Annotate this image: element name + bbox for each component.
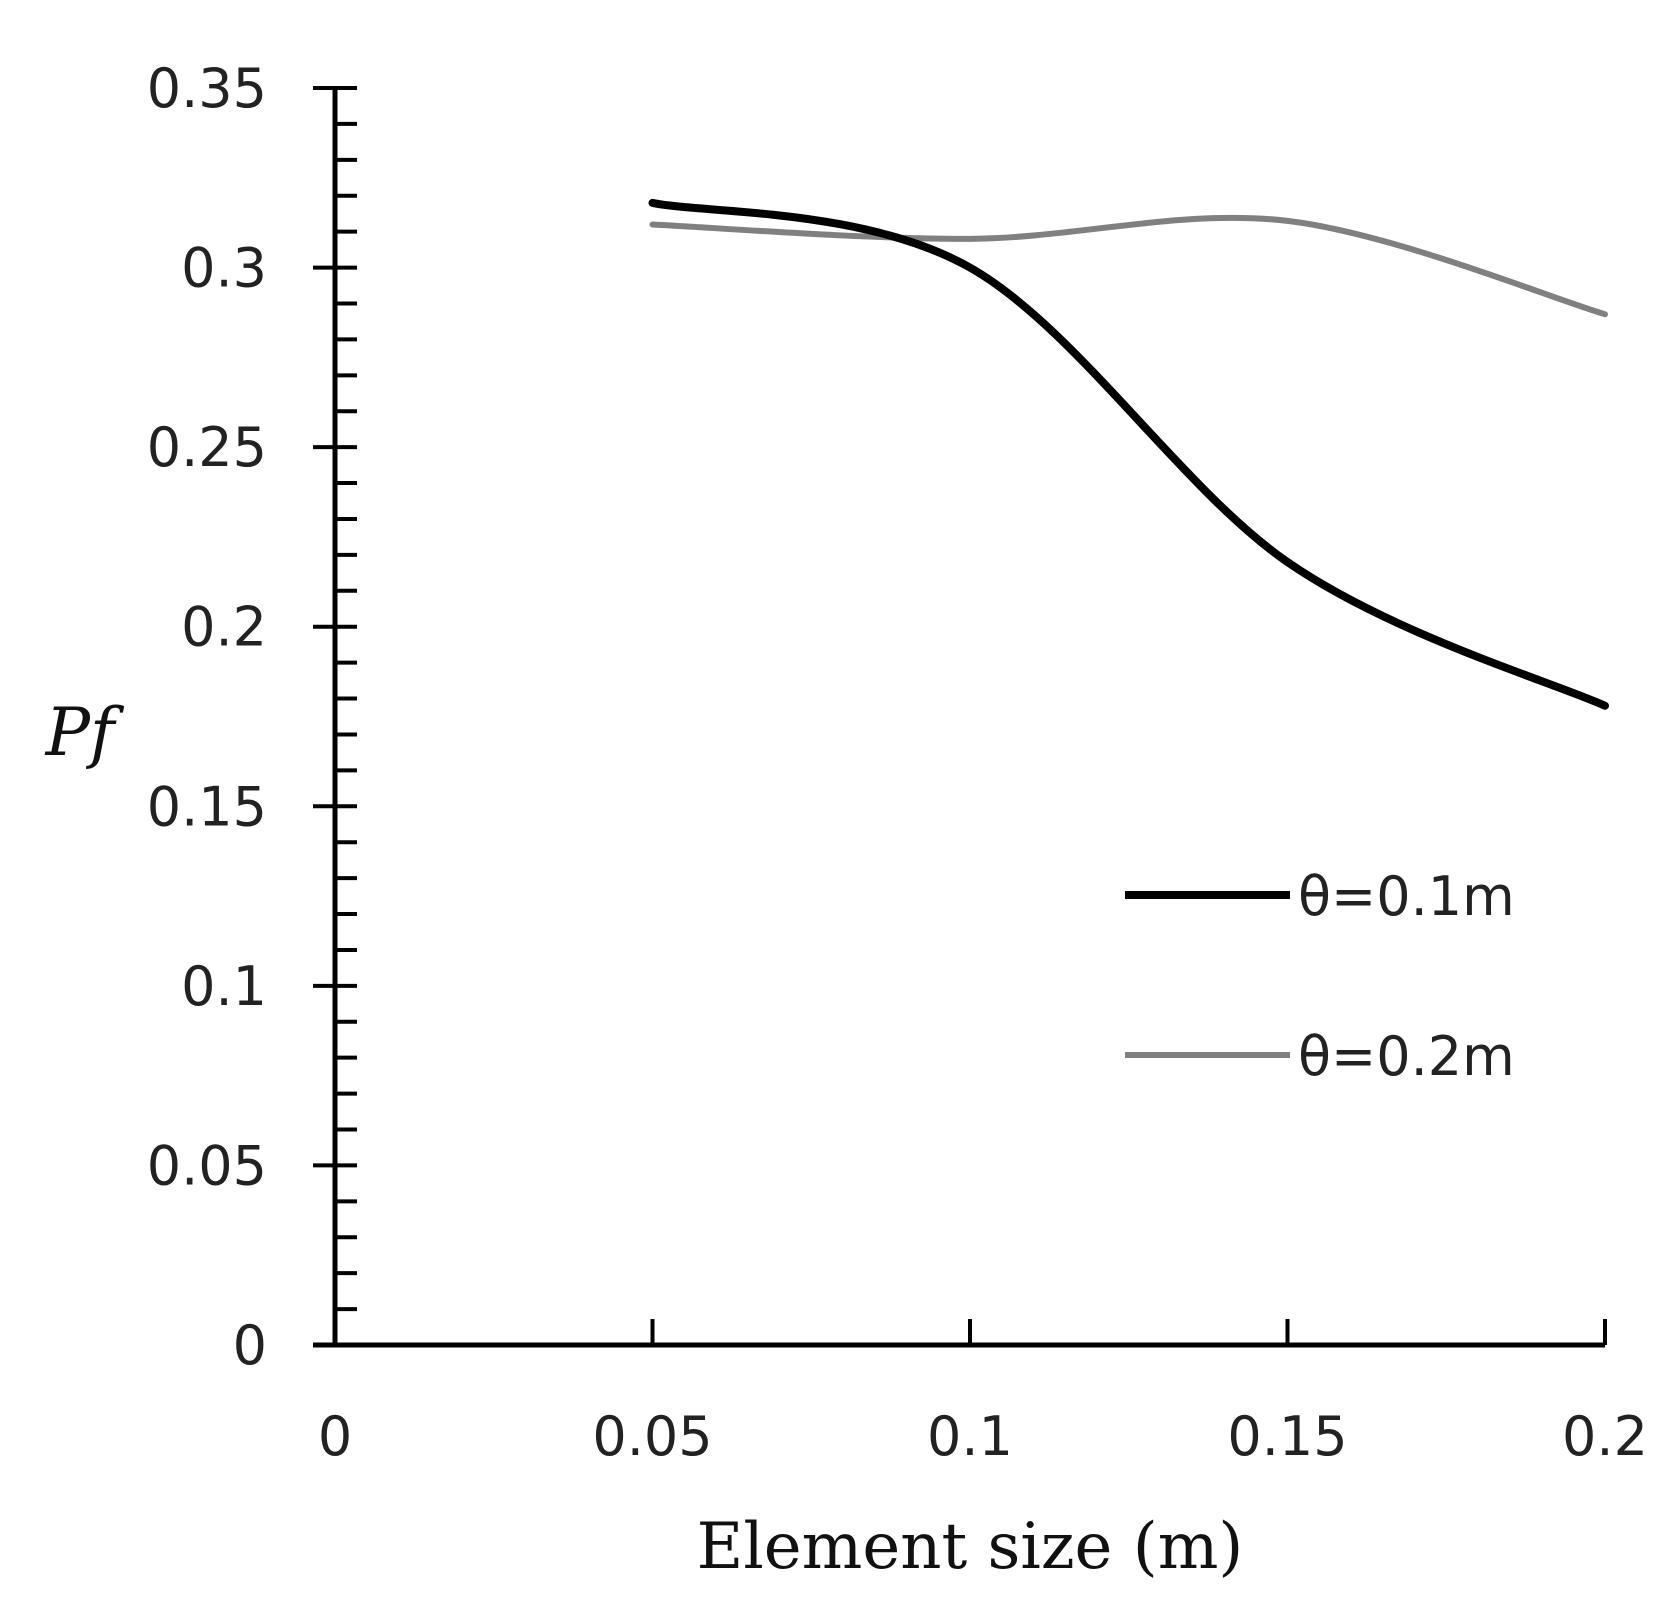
- x-tick-label: 0.15: [1227, 1405, 1347, 1468]
- legend-label-1: θ=0.1m: [1298, 865, 1515, 928]
- y-tick-label: 0: [233, 1314, 267, 1377]
- series-line-2: [649, 214, 1608, 318]
- axes: 0 0.05 0.1 0.15 0.2 0.25 0.3 0.35 0 0.05 0.1 0.15 0.…: [147, 57, 1648, 1468]
- y-tick-label: 0.25: [147, 416, 267, 479]
- y-tick-label: 0.15: [147, 775, 267, 838]
- x-tick-label: 0.1: [927, 1405, 1013, 1468]
- legend-label-2: θ=0.2m: [1298, 1025, 1515, 1088]
- x-tick-label: 0: [318, 1405, 352, 1468]
- series-line-1: [648, 198, 1609, 710]
- y-tick-label: 0.2: [181, 596, 267, 659]
- x-tick-label: 0.2: [1562, 1405, 1648, 1468]
- y-tick-label: 0.05: [147, 1134, 267, 1197]
- y-axis-title: Pf: [45, 694, 125, 771]
- x-tick-label: 0.05: [592, 1405, 712, 1468]
- series-lines: [648, 198, 1609, 710]
- y-tick-label: 0.3: [181, 237, 267, 300]
- y-tick-label: 0.1: [181, 955, 267, 1018]
- x-axis-title: Element size (m): [697, 1510, 1244, 1584]
- legend: θ=0.1m θ=0.2m: [1125, 865, 1515, 1088]
- y-tick-label: 0.35: [147, 57, 267, 120]
